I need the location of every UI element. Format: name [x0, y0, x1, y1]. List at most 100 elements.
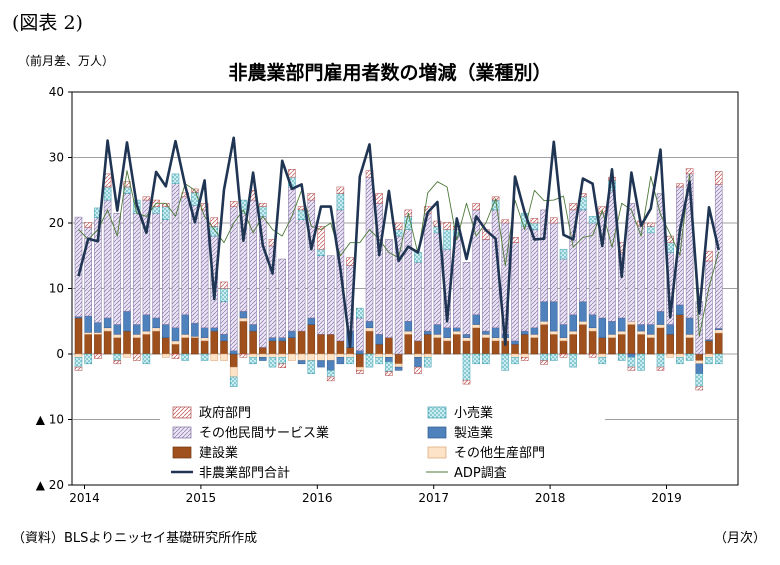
bar-construction: [685, 337, 694, 355]
bar-manufacturing: [123, 311, 131, 332]
legend-swatch-other_goods: [427, 446, 447, 459]
bar-other_goods: [656, 324, 665, 329]
bar-other_goods: [181, 334, 189, 338]
bar-construction: [94, 334, 102, 355]
bar-other_goods: [259, 353, 267, 358]
bar-gov: [346, 257, 354, 266]
bar-other_goods: [404, 330, 413, 335]
bar-construction: [288, 337, 296, 355]
bar-retail: [336, 193, 345, 211]
bar-manufacturing: [394, 366, 403, 371]
bar-other_goods: [617, 330, 626, 335]
bar-other_goods: [685, 334, 694, 338]
bar-gov: [94, 353, 102, 359]
bar-manufacturing: [462, 334, 471, 338]
bar-manufacturing: [317, 360, 325, 368]
bar-other_goods: [220, 353, 228, 361]
bar-retail: [598, 357, 607, 365]
bar-services: [423, 212, 432, 332]
bar-gov: [326, 376, 335, 382]
legend-label-construction: 建設業: [199, 445, 238, 461]
bar-other_goods: [385, 353, 393, 358]
bar-gov: [278, 363, 286, 369]
bar-gov: [394, 222, 403, 230]
bar-gov: [530, 218, 539, 224]
bar-construction: [550, 334, 558, 355]
bar-gov: [317, 226, 325, 250]
bar-manufacturing: [288, 330, 296, 338]
bar-construction: [74, 317, 83, 355]
bar-other_goods: [705, 353, 713, 358]
bar-services: [559, 258, 568, 325]
bar-construction: [598, 337, 607, 355]
bar-manufacturing: [307, 317, 316, 325]
bar-other_goods: [123, 353, 131, 358]
source-note: （資料）BLSよりニッセイ基礎研究所作成: [12, 531, 258, 546]
bar-services: [113, 212, 122, 325]
bar-services: [171, 183, 180, 329]
bar-manufacturing: [200, 327, 209, 338]
bar-manufacturing: [162, 324, 170, 338]
bar-other_goods: [588, 327, 597, 332]
bar-other_goods: [152, 327, 160, 332]
bar-manufacturing: [94, 322, 102, 333]
bar-manufacturing: [356, 350, 364, 355]
bar-gov: [462, 379, 471, 385]
bar-construction: [414, 340, 422, 355]
bar-manufacturing: [540, 301, 548, 322]
bar-construction: [200, 340, 209, 355]
bar-other_goods: [336, 353, 345, 358]
bar-manufacturing: [210, 327, 219, 332]
bar-other_goods: [74, 353, 83, 358]
bar-manufacturing: [142, 314, 151, 332]
bar-gov: [559, 353, 568, 358]
bar-manufacturing: [676, 304, 684, 315]
bar-construction: [132, 337, 141, 355]
bar-services: [356, 317, 364, 351]
bar-other_goods: [491, 337, 500, 342]
bar-retail: [540, 353, 548, 361]
bar-manufacturing: [520, 330, 529, 335]
bar-construction: [307, 324, 316, 355]
bar-other_goods: [511, 353, 519, 358]
bar-construction: [113, 337, 122, 355]
bar-gov: [695, 386, 704, 391]
bar-manufacturing: [656, 311, 665, 325]
legend-background: [160, 400, 605, 484]
x-unit-label: （月次）: [713, 531, 766, 546]
bar-other_goods: [239, 317, 248, 322]
bar-services: [414, 262, 422, 342]
bar-retail: [220, 288, 228, 302]
bar-construction: [171, 343, 180, 355]
bar-other_goods: [210, 353, 219, 361]
bar-services: [132, 212, 141, 325]
bar-manufacturing: [297, 360, 306, 365]
bar-construction: [181, 337, 189, 355]
bar-retail: [637, 353, 645, 371]
bar-services: [482, 239, 490, 332]
bar-other_goods: [268, 353, 277, 358]
bar-other_goods: [540, 321, 548, 325]
bar-retail: [162, 206, 170, 220]
bar-retail: [191, 191, 199, 206]
bar-construction: [210, 330, 219, 355]
bar-manufacturing: [229, 350, 238, 355]
bar-construction: [472, 327, 480, 355]
bar-other_goods: [356, 366, 364, 371]
bar-gov: [142, 196, 151, 201]
bar-manufacturing: [511, 340, 519, 345]
bar-services: [588, 222, 597, 315]
bar-other_goods: [229, 366, 238, 378]
bar-construction: [385, 337, 393, 355]
legend-label-services: その他民間サービス業: [199, 425, 329, 441]
bar-gov: [443, 222, 451, 230]
bar-manufacturing: [249, 324, 257, 332]
bar-retail: [676, 357, 684, 365]
bar-other_goods: [472, 324, 480, 329]
bar-construction: [297, 330, 306, 355]
bar-gov: [220, 281, 228, 289]
bar-construction: [559, 340, 568, 355]
bar-gov: [132, 353, 141, 361]
bar-other_goods: [142, 330, 151, 335]
